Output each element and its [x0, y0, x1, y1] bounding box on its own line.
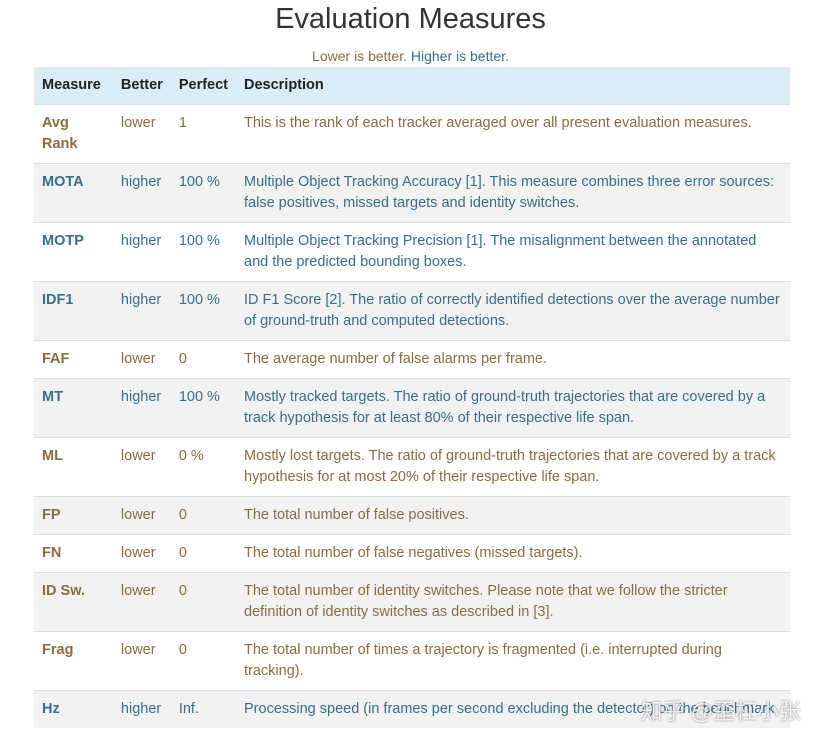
measures-table: Measure Better Perfect Description Avg Rank…	[34, 67, 790, 728]
table-cell: lower	[112, 572, 171, 632]
subtitle: Lower is better. Higher is better.	[0, 46, 821, 66]
table-row: Frag lower 0 The total number of times a tr…	[34, 631, 790, 691]
table-cell: 100 %	[170, 378, 236, 438]
table-row: FN lower 0 The total number of false negati…	[34, 534, 790, 573]
subtitle-lower: Lower is better.	[312, 48, 407, 64]
table-cell: Frag	[34, 631, 113, 691]
table-cell: 0	[170, 631, 236, 691]
table-row: MOTA higher 100 % Multiple Object Tracking …	[34, 163, 790, 223]
table-cell: 100 %	[170, 281, 236, 341]
table-cell: 0	[170, 496, 236, 535]
table-cell: 100 %	[170, 163, 236, 223]
table-body: Avg Rank lower 1 This is the rank of each t…	[34, 104, 790, 728]
table-cell: lower	[112, 534, 171, 573]
table-row: ML lower 0 % Mostly lost targets. The ratio…	[34, 437, 790, 497]
table-cell: 0	[170, 340, 236, 379]
table-cell: higher	[112, 222, 171, 282]
column-header: Description	[236, 67, 790, 105]
table-cell: FAF	[34, 340, 113, 379]
table-cell: Multiple Object Tracking Precision [1]. …	[236, 222, 790, 282]
table-cell: IDF1	[34, 281, 113, 341]
title: Evaluation Measures	[275, 3, 546, 35]
watermark: 知乎 @歪杠小张	[640, 699, 801, 724]
table-cell: 1	[170, 104, 236, 164]
table-row: MT higher 100 % Mostly tracked targets. The…	[34, 378, 790, 438]
table-cell: FN	[34, 534, 113, 573]
table-cell: 0	[170, 572, 236, 632]
table-row: ID Sw. lower 0 The total number of identity…	[34, 572, 790, 632]
table-cell: Hz	[34, 690, 113, 728]
table-cell: higher	[112, 378, 171, 438]
table-cell: ID F1 Score [2]. The ratio of correctly …	[236, 281, 790, 341]
table-cell: lower	[112, 631, 171, 691]
table-cell: lower	[112, 496, 171, 535]
column-header: Better	[112, 67, 171, 105]
table-cell: 100 %	[170, 222, 236, 282]
table-cell: This is the rank of each tracker average…	[236, 104, 790, 164]
table-cell: ID Sw.	[34, 572, 113, 632]
table-cell: FP	[34, 496, 113, 535]
table-cell: lower	[112, 104, 171, 164]
table-cell: Avg Rank	[34, 104, 113, 164]
table-cell: Mostly tracked targets. The ratio of gro…	[236, 378, 790, 438]
table-cell: 0 %	[170, 437, 236, 497]
table-cell: 0	[170, 534, 236, 573]
table-cell: higher	[112, 281, 171, 341]
table-cell: MOTP	[34, 222, 113, 282]
table-row: FP lower 0 The total number of false positi…	[34, 496, 790, 535]
table-cell: higher	[112, 163, 171, 223]
table-cell: Processing speed (in frames per second e…	[236, 690, 790, 728]
column-header: Measure	[34, 67, 113, 105]
subtitle-higher: Higher is better.	[410, 48, 509, 64]
table-row: FAF lower 0 The average number of false ala…	[34, 340, 790, 379]
table-row: Avg Rank lower 1 This is the rank of each t…	[34, 104, 790, 164]
column-header: Perfect	[170, 67, 236, 105]
table-cell: Mostly lost targets. The ratio of ground…	[236, 437, 790, 497]
table-cell: lower	[112, 437, 171, 497]
table-row: MOTP higher 100 % Multiple Object Tracking …	[34, 222, 790, 282]
table-cell: The total number of times a trajectory i…	[236, 631, 790, 691]
table-cell: Multiple Object Tracking Accuracy [1]. T…	[236, 163, 790, 223]
table-row: IDF1 higher 100 % ID F1 Score [2]. The rati…	[34, 281, 790, 341]
table-cell: MOTA	[34, 163, 113, 223]
table-cell: Inf.	[170, 690, 236, 728]
table-cell: MT	[34, 378, 113, 438]
table-row: Hz higher Inf. Processing speed (in frames …	[34, 690, 790, 728]
table-cell: The total number of false positives.	[236, 496, 790, 535]
table-cell: The average number of false alarms per f…	[236, 340, 790, 379]
header-row: Measure Better Perfect Description	[34, 67, 790, 105]
table-cell: higher	[112, 690, 171, 728]
table-cell: ML	[34, 437, 113, 497]
table-cell: The total number of false negatives (mis…	[236, 534, 790, 573]
table-cell: The total number of identity switches. P…	[236, 572, 790, 632]
table-cell: lower	[112, 340, 171, 379]
